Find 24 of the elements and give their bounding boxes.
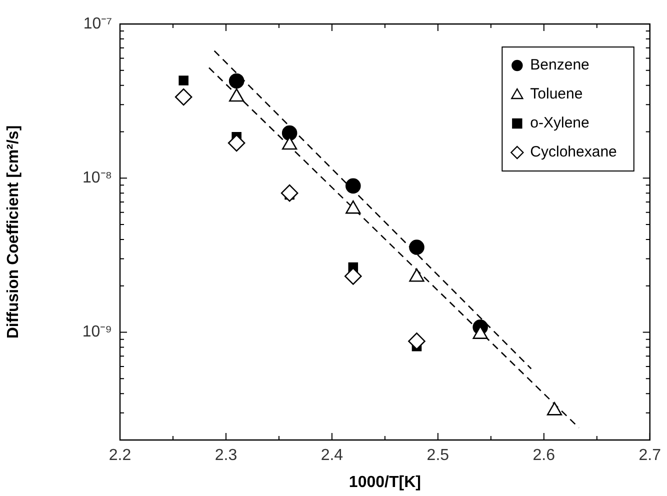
- x-tick-label: 2.7: [638, 447, 662, 464]
- point: [174, 88, 192, 106]
- point: [228, 134, 246, 152]
- point: [409, 240, 424, 255]
- legend-label: o-Xylene: [530, 114, 590, 132]
- legend-label: Toluene: [530, 86, 583, 103]
- point: [282, 125, 298, 141]
- x-tick-label: 2.3: [214, 447, 238, 464]
- x-tick-label: 2.2: [108, 447, 132, 464]
- y-tick-label: 10⁻⁹: [82, 324, 112, 341]
- x-tick-label: 2.5: [426, 447, 450, 464]
- x-axis-title: 1000/T[K]: [348, 474, 421, 491]
- point: [178, 76, 188, 86]
- point: [345, 178, 361, 194]
- legend-label: Cyclohexane: [530, 144, 617, 161]
- y-tick-label: 10⁻⁸: [82, 170, 112, 187]
- x-tick-label: 2.4: [320, 447, 344, 464]
- x-tick-label: 2.6: [532, 447, 556, 464]
- point: [228, 73, 244, 89]
- point: [408, 332, 426, 350]
- y-axis-title: Diffusion Coefficient [cm²/s]: [5, 125, 22, 339]
- y-tick-label: 10⁻⁷: [83, 15, 112, 32]
- legend-label: Benzene: [530, 56, 590, 74]
- point: [280, 184, 298, 202]
